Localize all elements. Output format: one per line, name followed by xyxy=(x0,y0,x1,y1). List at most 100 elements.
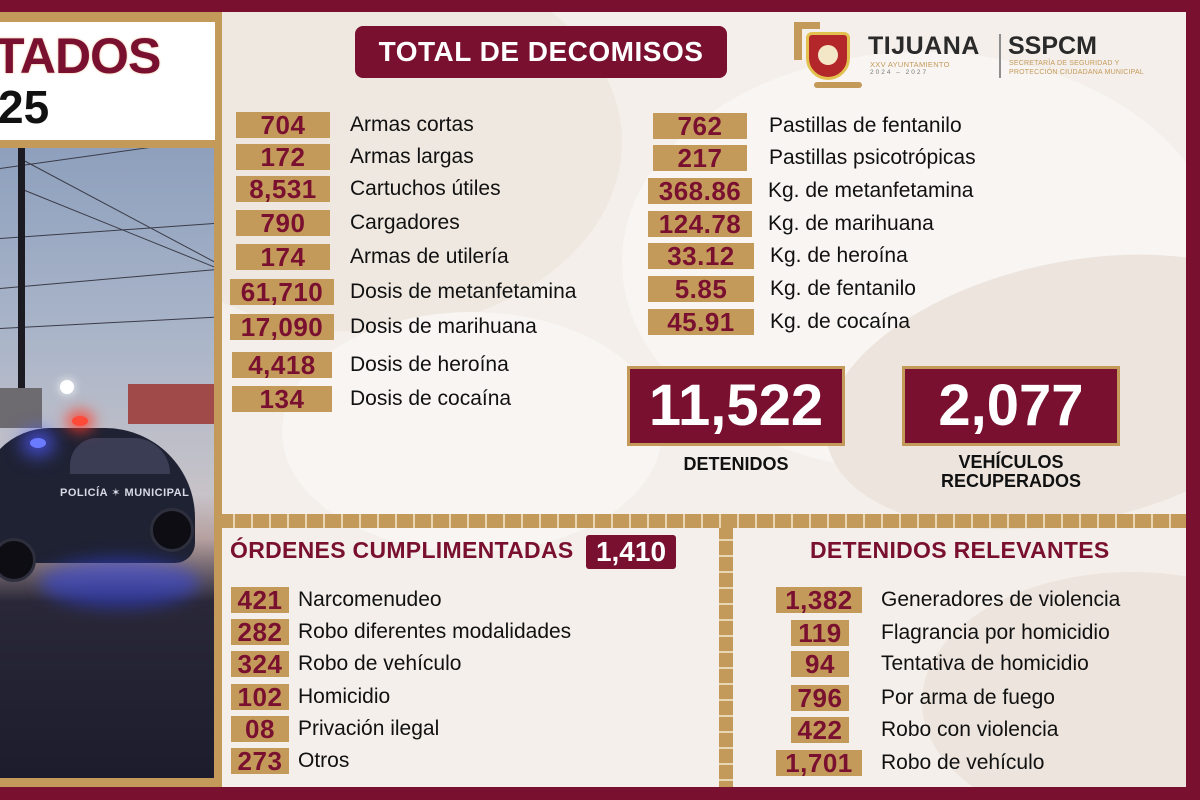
stat-label: Privación ilegal xyxy=(298,717,440,740)
stat-label: Homicidio xyxy=(298,685,391,708)
list-item: 33.12 Kg. de heroína xyxy=(648,241,908,271)
stat-value: 1,701 xyxy=(776,750,862,777)
left-column: TADOS 25 POLICÍA ✶ MUNICIPAL xyxy=(0,12,222,787)
vehiculos-label: VEHÍCULOS RECUPERADOS xyxy=(902,453,1120,491)
stat-value: 61,710 xyxy=(230,279,334,306)
logo-separator xyxy=(999,34,1001,78)
list-item: 1,701 Robo de vehículo xyxy=(776,748,1044,778)
list-item: 119 Flagrancia por homicidio xyxy=(791,618,1110,648)
section-title-decomisos: TOTAL DE DECOMISOS xyxy=(355,26,727,78)
stat-label: Flagrancia por homicidio xyxy=(881,621,1110,644)
stat-label: Generadores de violencia xyxy=(881,588,1121,611)
list-item: 174 Armas de utilería xyxy=(236,242,509,272)
stat-value: 421 xyxy=(231,587,289,614)
list-item: 762 Pastillas de fentanilo xyxy=(653,111,962,141)
list-item: 324 Robo de vehículo xyxy=(231,649,461,679)
braid-divider-vertical xyxy=(719,528,733,787)
stat-value: 796 xyxy=(791,685,849,712)
car-door-text: POLICÍA ✶ MUNICIPAL xyxy=(60,487,190,499)
stat-value: 8,531 xyxy=(236,176,330,203)
stat-label: Kg. de marihuana xyxy=(768,212,934,235)
list-item: 796 Por arma de fuego xyxy=(791,683,1055,713)
logo-bracket xyxy=(794,22,802,60)
stat-label: Cartuchos útiles xyxy=(350,177,501,200)
stat-value: 1,382 xyxy=(776,587,862,614)
detenidos-label: DETENIDOS xyxy=(683,454,789,474)
list-item: 94 Tentativa de homicidio xyxy=(791,649,1089,679)
stat-value: 119 xyxy=(791,620,849,647)
list-item: 368.86 Kg. de metanfetamina xyxy=(648,176,973,206)
list-item: 4,418 Dosis de heroína xyxy=(232,350,509,380)
vehiculos-label-line-2: RECUPERADOS xyxy=(940,471,1082,491)
stat-label: Por arma de fuego xyxy=(881,686,1055,709)
stat-label: Tentativa de homicidio xyxy=(881,652,1089,675)
list-item: 08 Privación ilegal xyxy=(231,714,439,744)
stat-label: Cargadores xyxy=(350,211,460,234)
stat-value: 08 xyxy=(231,716,289,743)
list-item: 217 Pastillas psicotrópicas xyxy=(653,143,976,173)
stat-label: Kg. de cocaína xyxy=(770,310,911,333)
list-item: 5.85 Kg. de fentanilo xyxy=(648,274,916,304)
list-item: 273 Otros xyxy=(231,746,349,776)
stat-label: Robo diferentes modalidades xyxy=(298,620,572,643)
vehiculos-label-line-1: VEHÍCULOS xyxy=(958,452,1064,472)
stat-value: 124.78 xyxy=(648,211,752,238)
agency-acronym: SSPCM xyxy=(1008,32,1097,60)
stat-label: Narcomenudeo xyxy=(298,588,442,611)
stat-value: 102 xyxy=(231,684,289,711)
stat-label: Kg. de metanfetamina xyxy=(768,179,974,202)
tijuana-crest-icon xyxy=(806,32,850,80)
stat-value: 273 xyxy=(231,748,289,775)
stat-label: Pastillas de fentanilo xyxy=(769,114,962,137)
stat-value: 282 xyxy=(231,619,289,646)
ayuntamiento: XXV AYUNTAMIENTO xyxy=(870,60,950,69)
detenidos-total: 11,522 xyxy=(627,366,845,446)
stat-label: Kg. de heroína xyxy=(770,244,908,267)
list-item: 421 Narcomenudeo xyxy=(231,585,442,615)
list-item: 704 Armas cortas xyxy=(236,110,474,140)
utility-pole xyxy=(18,148,25,413)
stat-value: 324 xyxy=(231,651,289,678)
list-item: 422 Robo con violencia xyxy=(791,715,1058,745)
stat-label: Dosis de cocaína xyxy=(350,387,512,410)
stat-value: 94 xyxy=(791,651,849,678)
stat-label: Armas largas xyxy=(350,145,474,168)
braid-divider-horizontal xyxy=(222,514,1186,528)
stat-label: Armas de utilería xyxy=(350,245,509,268)
vehiculos-total: 2,077 xyxy=(902,366,1120,446)
detenidos-relevantes-title: DETENIDOS RELEVANTES xyxy=(810,537,1110,563)
list-item: 124.78 Kg. de marihuana xyxy=(648,209,934,239)
list-item: 8,531 Cartuchos útiles xyxy=(236,174,501,204)
logo-bracket-top xyxy=(794,22,820,29)
list-item: 790 Cargadores xyxy=(236,208,460,238)
stat-value: 33.12 xyxy=(648,243,754,270)
frame-right xyxy=(1186,0,1200,800)
stat-value: 172 xyxy=(236,144,330,171)
stat-value: 45.91 xyxy=(648,309,754,336)
stat-value: 174 xyxy=(236,244,330,271)
logo-block: TIJUANA XXV AYUNTAMIENTO 2024 – 2027 SSP… xyxy=(794,22,1174,92)
stat-label: Robo de vehículo xyxy=(298,652,462,675)
list-item: 172 Armas largas xyxy=(236,142,474,172)
stat-value: 217 xyxy=(653,145,747,172)
title-line-1: TADOS xyxy=(0,28,161,84)
frame-top xyxy=(0,0,1200,12)
city-name: TIJUANA xyxy=(868,32,980,60)
stat-value: 134 xyxy=(232,386,332,413)
stat-label: Armas cortas xyxy=(350,113,474,136)
stat-label: Dosis de metanfetamina xyxy=(350,280,577,303)
ordenes-title: ÓRDENES CUMPLIMENTADAS xyxy=(230,537,574,563)
ayuntamiento-years: 2024 – 2027 xyxy=(870,69,929,76)
ordenes-total: 1,410 xyxy=(586,535,676,569)
stat-value: 422 xyxy=(791,717,849,744)
crest-base xyxy=(814,82,862,88)
stat-label: Otros xyxy=(298,749,350,772)
agency-name-line-2: PROTECCIÓN CIUDADANA MUNICIPAL xyxy=(1009,69,1144,76)
list-item: 282 Robo diferentes modalidades xyxy=(231,617,571,647)
stat-label: Robo con violencia xyxy=(881,718,1059,741)
list-item: 1,382 Generadores de violencia xyxy=(776,585,1120,615)
stat-label: Pastillas psicotrópicas xyxy=(769,146,976,169)
agency-name-line-1: SECRETARÍA DE SEGURIDAD Y xyxy=(1009,60,1120,67)
stat-value: 5.85 xyxy=(648,276,754,303)
title-box: TADOS 25 xyxy=(0,22,215,140)
